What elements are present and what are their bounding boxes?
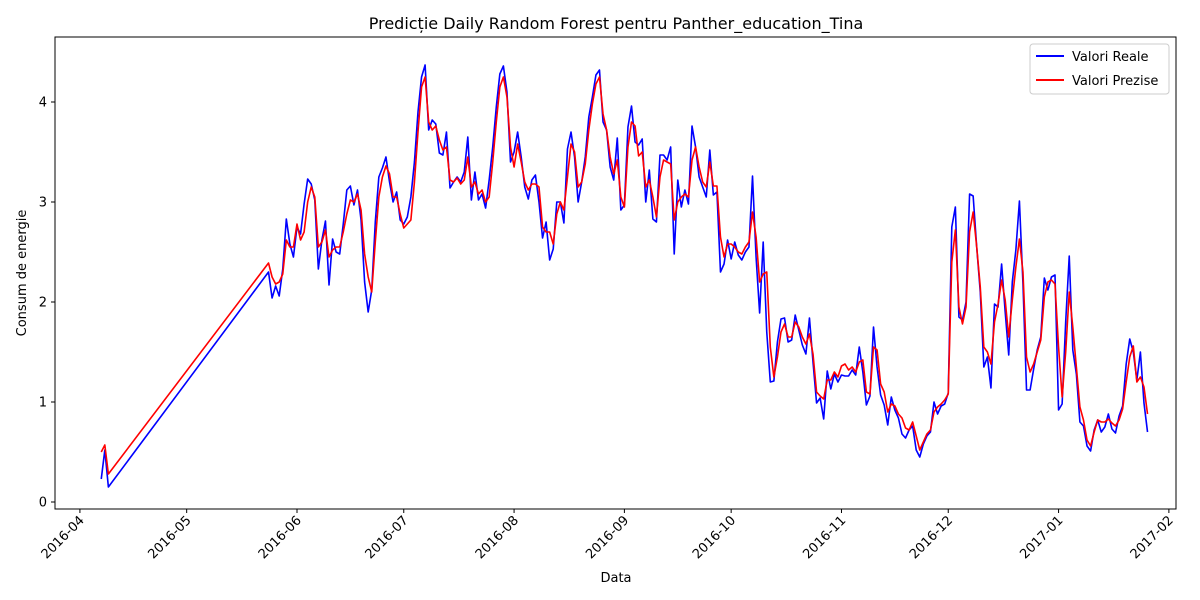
y-tick-label: 1 [39,396,47,411]
y-tick-label: 2 [39,296,47,311]
plot-frame [54,36,1177,510]
legend: Valori Reale Valori Prezise [1029,43,1170,95]
y-tick-label: 4 [39,96,47,111]
y-tick-label: 0 [39,496,47,511]
legend-label-reale: Valori Reale [1072,50,1149,65]
legend-label-prezise: Valori Prezise [1072,74,1158,89]
series-line-valori-prezise [100,76,1149,475]
y-axis-label: Consum de energie [15,210,30,337]
legend-box [1029,43,1170,95]
chart-title: Predicție Daily Random Forest pentru Pan… [369,14,864,34]
series-layer [100,64,1149,488]
y-axis: 0 1 2 3 4 [39,96,55,511]
y-tick-label: 3 [39,196,47,211]
x-axis-label: Data [600,571,631,586]
